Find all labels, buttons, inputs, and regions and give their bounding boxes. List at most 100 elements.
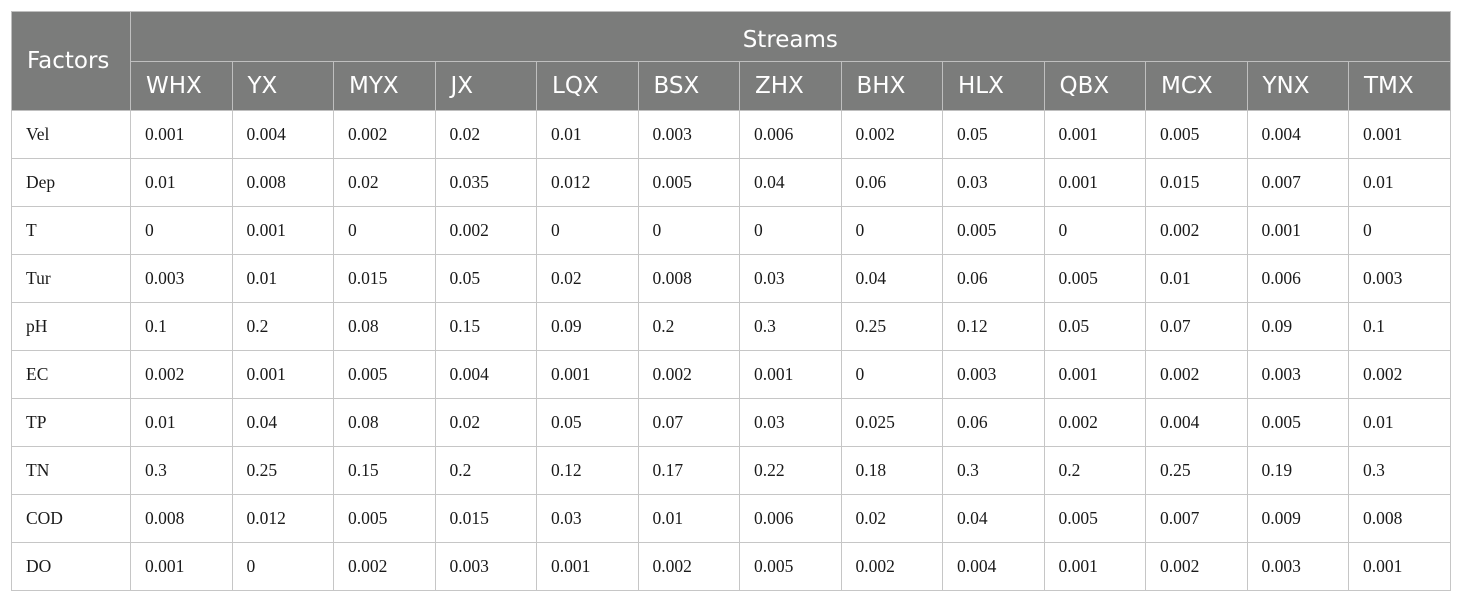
- header-group-row: Factors Streams: [11, 11, 1451, 111]
- column-header-zhx: ZHX: [739, 61, 842, 111]
- table-cell: 0: [840, 206, 943, 255]
- table-cell: 0.008: [1348, 494, 1451, 543]
- table-cell: 0.25: [231, 446, 334, 495]
- table-cell: 0.003: [942, 350, 1045, 399]
- table-cell: 0.03: [536, 494, 639, 543]
- table-cell: 0.01: [130, 158, 233, 207]
- table-cell: 0.002: [333, 110, 436, 159]
- table-cell: 0.02: [333, 158, 436, 207]
- streams-group-header: Streams: [130, 11, 1451, 62]
- table-cell: 0.005: [637, 158, 740, 207]
- table-cell: 0.015: [333, 254, 436, 303]
- table-cell: 0: [130, 206, 233, 255]
- factor-label: TN: [11, 446, 131, 495]
- table-cell: 0.012: [231, 494, 334, 543]
- factor-label: pH: [11, 302, 131, 351]
- table-cell: 0.04: [739, 158, 842, 207]
- table-cell: 0.1: [130, 302, 233, 351]
- table-row: TN 0.3 0.25 0.15 0.2 0.12 0.17 0.22 0.18 0.3 0.2 0.…: [11, 446, 1451, 495]
- table-row: T 0 0.001 0 0.002 0 0 0 0 0.005 0 0.002 0.001 0: [11, 206, 1451, 255]
- table-cell: 0.15: [333, 446, 436, 495]
- table-cell: 0.01: [1348, 398, 1451, 447]
- table-cell: 0.2: [637, 302, 740, 351]
- table-cell: 0.007: [1246, 158, 1349, 207]
- table-cell: 0.004: [1145, 398, 1248, 447]
- column-header-hlx: HLX: [942, 61, 1045, 111]
- table-cell: 0: [333, 206, 436, 255]
- table-row: pH 0.1 0.2 0.08 0.15 0.09 0.2 0.3 0.25 0.12 0.05 0.…: [11, 302, 1451, 351]
- table-cell: 0.002: [637, 542, 740, 591]
- table-cell: 0.2: [231, 302, 334, 351]
- table-cell: 0.01: [1145, 254, 1248, 303]
- column-header-tmx: TMX: [1348, 61, 1451, 111]
- table-cell: 0.005: [942, 206, 1045, 255]
- table-cell: 0.07: [1145, 302, 1248, 351]
- table-cell: 0.1: [1348, 302, 1451, 351]
- factor-label: DO: [11, 542, 131, 591]
- column-header-jx: JX: [434, 61, 537, 111]
- factor-label: Vel: [11, 110, 131, 159]
- table-cell: 0.005: [1043, 494, 1146, 543]
- factors-header: Factors: [11, 11, 131, 111]
- table-cell: 0.015: [434, 494, 537, 543]
- table-cell: 0.04: [942, 494, 1045, 543]
- table-cell: 0.005: [1145, 110, 1248, 159]
- table-cell: 0.006: [739, 494, 842, 543]
- factor-label: TP: [11, 398, 131, 447]
- table-cell: 0.2: [1043, 446, 1146, 495]
- table-cell: 0.05: [942, 110, 1045, 159]
- table-cell: 0.003: [130, 254, 233, 303]
- table-cell: 0.3: [1348, 446, 1451, 495]
- table-cell: 0.009: [1246, 494, 1349, 543]
- table-cell: 0.06: [840, 158, 943, 207]
- table-cell: 0.003: [1246, 350, 1349, 399]
- table-cell: 0.2: [434, 446, 537, 495]
- table-cell: 0.004: [231, 110, 334, 159]
- table-cell: 0.09: [536, 302, 639, 351]
- table-cell: 0.07: [637, 398, 740, 447]
- table-row: Dep 0.01 0.008 0.02 0.035 0.012 0.005 0.04 0.06 0…: [11, 158, 1451, 207]
- table-cell: 0.002: [637, 350, 740, 399]
- table-cell: 0: [1043, 206, 1146, 255]
- table-cell: 0.3: [942, 446, 1045, 495]
- table-row: Tur 0.003 0.01 0.015 0.05 0.02 0.008 0.03 0.04 0.…: [11, 254, 1451, 303]
- table-row: EC 0.002 0.001 0.005 0.004 0.001 0.002 0.001 0 0.…: [11, 350, 1451, 399]
- stream-factors-table: Factors Streams WHX YX MYX JX LQX BSX ZHX BHX HL…: [11, 11, 1451, 591]
- table-cell: 0.001: [536, 350, 639, 399]
- factor-label: EC: [11, 350, 131, 399]
- table-cell: 0.001: [231, 206, 334, 255]
- stream-header-row: WHX YX MYX JX LQX BSX ZHX BHX HLX QBX MCX YNX TMX: [12, 61, 1451, 111]
- column-header-ynx: YNX: [1246, 61, 1349, 111]
- table-cell: 0.12: [942, 302, 1045, 351]
- table-cell: 0.015: [1145, 158, 1248, 207]
- table-header: Factors Streams WHX YX MYX JX LQX BSX ZHX BHX HL…: [11, 11, 1451, 111]
- table-cell: 0.001: [1246, 206, 1349, 255]
- table-cell: 0.05: [536, 398, 639, 447]
- table-cell: 0.15: [434, 302, 537, 351]
- table-cell: 0.09: [1246, 302, 1349, 351]
- table-cell: 0.3: [739, 302, 842, 351]
- column-header-lqx: LQX: [536, 61, 639, 111]
- table-cell: 0.004: [942, 542, 1045, 591]
- table-cell: 0.002: [434, 206, 537, 255]
- table-cell: 0.002: [1145, 542, 1248, 591]
- column-header-bsx: BSX: [637, 61, 740, 111]
- table-cell: 0.25: [1145, 446, 1248, 495]
- column-header-myx: MYX: [333, 61, 436, 111]
- table-cell: 0.005: [1246, 398, 1349, 447]
- table-cell: 0.17: [637, 446, 740, 495]
- table-cell: 0.01: [130, 398, 233, 447]
- table-cell: 0.002: [333, 542, 436, 591]
- table-body: Vel 0.001 0.004 0.002 0.02 0.01 0.003 0.006 0.00…: [11, 110, 1451, 591]
- table-cell: 0.02: [840, 494, 943, 543]
- table-cell: 0.06: [942, 398, 1045, 447]
- table-cell: 0.001: [1043, 542, 1146, 591]
- table-cell: 0.001: [1348, 542, 1451, 591]
- table-cell: 0.001: [231, 350, 334, 399]
- table-cell: 0.3: [130, 446, 233, 495]
- factor-label: T: [11, 206, 131, 255]
- table-cell: 0.003: [637, 110, 740, 159]
- data-table-container: Factors Streams WHX YX MYX JX LQX BSX ZHX BHX HL…: [11, 11, 1451, 591]
- table-cell: 0.005: [1043, 254, 1146, 303]
- table-cell: 0.001: [536, 542, 639, 591]
